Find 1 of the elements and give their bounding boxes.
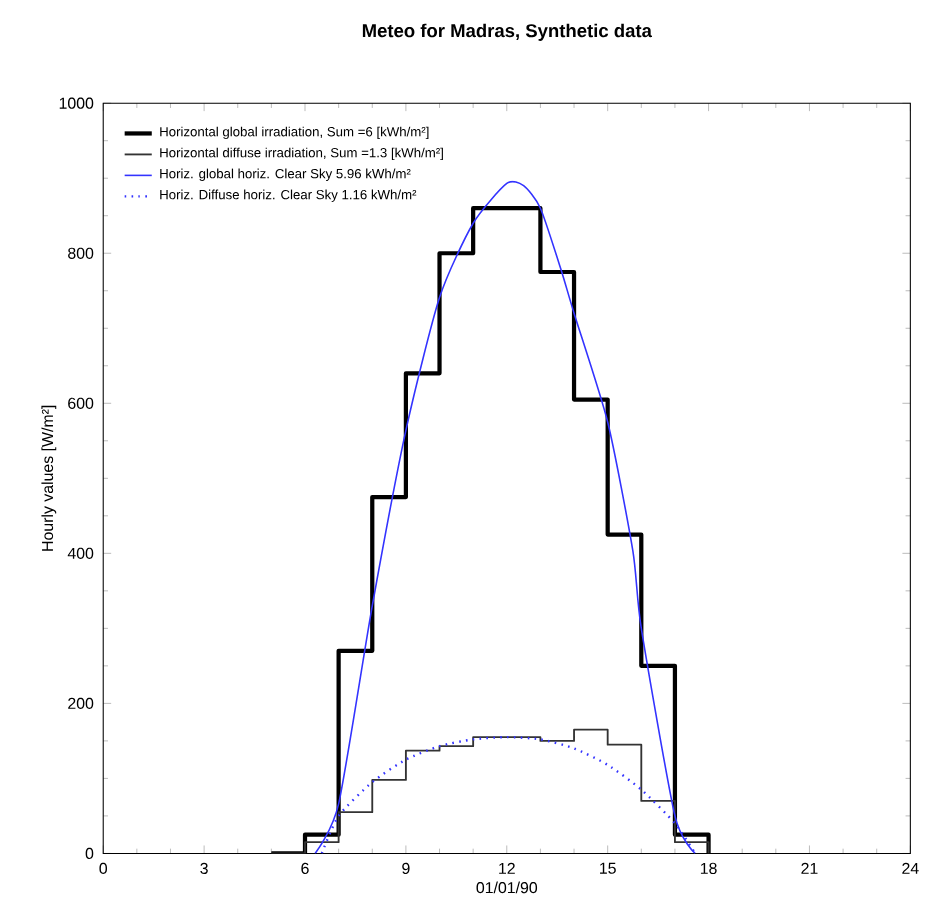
chart-title: Meteo for Madras, Synthetic data	[362, 23, 653, 41]
